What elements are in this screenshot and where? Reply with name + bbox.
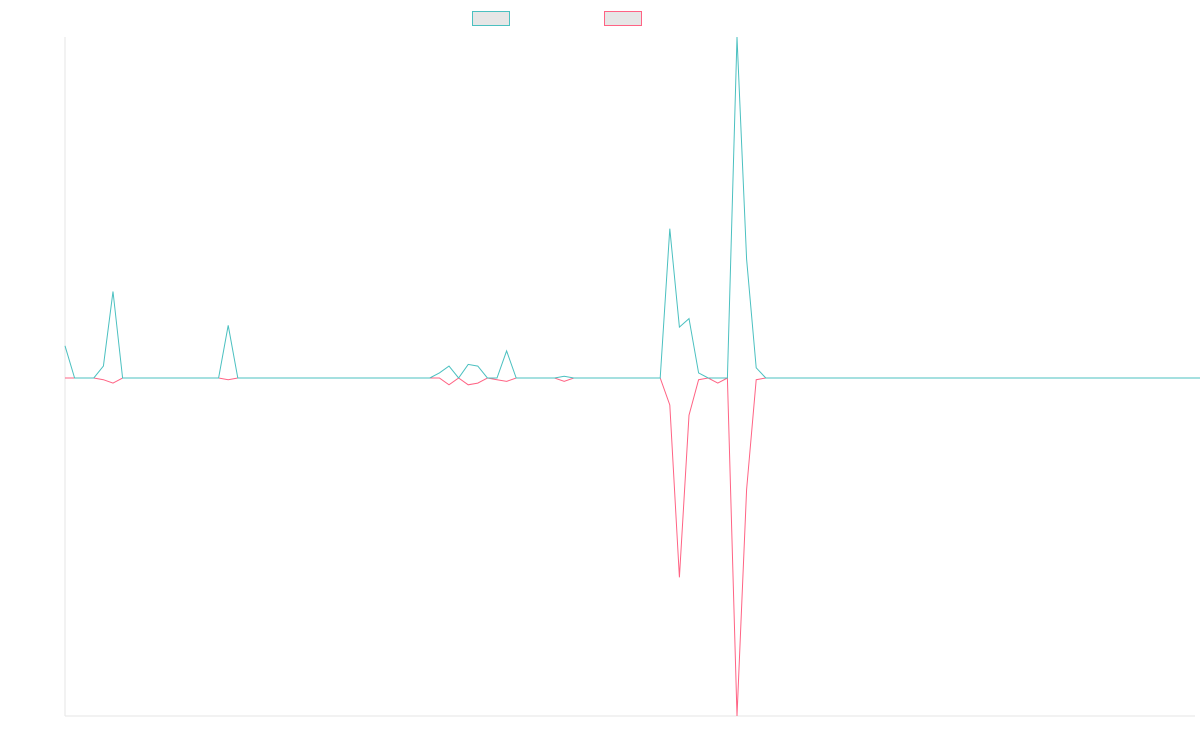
legend-swatch-series-1 bbox=[472, 10, 510, 26]
legend-swatch-series-2 bbox=[604, 10, 642, 26]
legend-item-series-2[interactable] bbox=[604, 9, 648, 27]
legend-item-series-1[interactable] bbox=[472, 9, 516, 27]
series-line-2[interactable] bbox=[65, 377, 1200, 717]
legend bbox=[0, 9, 1200, 27]
series-line-1[interactable] bbox=[64, 36, 1200, 379]
